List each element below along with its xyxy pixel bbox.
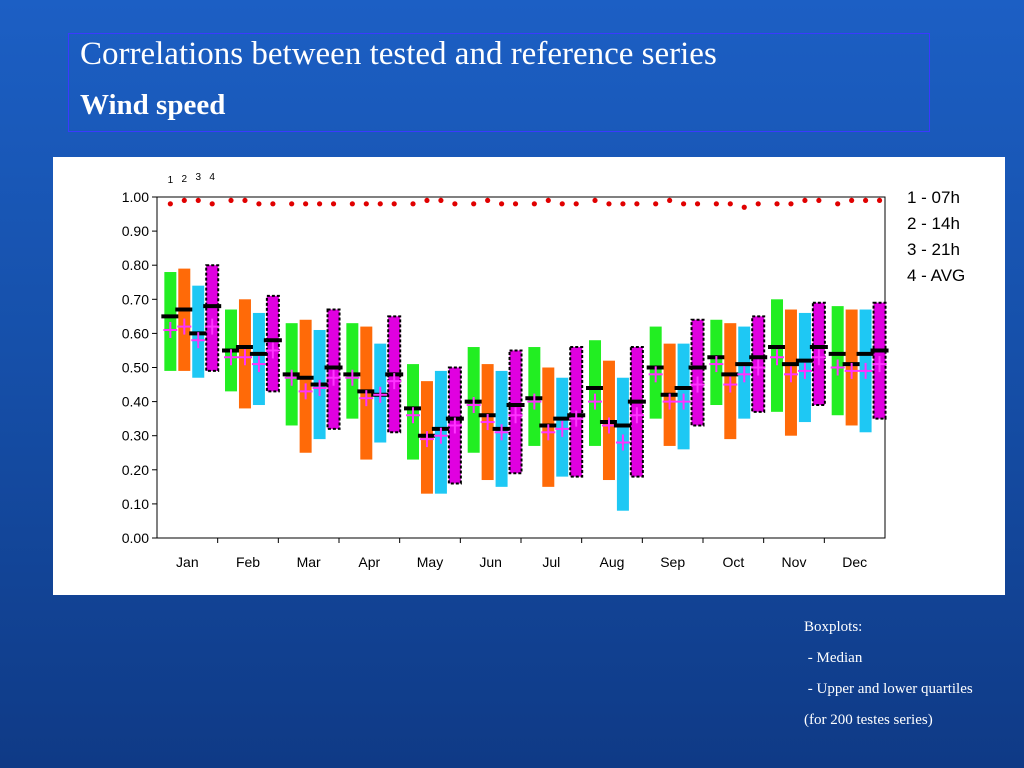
y-tick-label: 0.20 <box>122 462 149 478</box>
reference-point <box>363 201 369 207</box>
reference-point <box>876 197 883 204</box>
y-tick-label: 1.00 <box>122 189 149 205</box>
reference-point <box>680 201 687 207</box>
series-number-label: 3 <box>195 172 201 183</box>
series-number-label: 4 <box>209 172 215 183</box>
reference-point <box>653 201 659 207</box>
y-tick-label: 0.50 <box>122 360 149 376</box>
reference-point <box>209 201 215 207</box>
reference-point <box>167 201 173 207</box>
reference-point <box>485 197 491 204</box>
x-tick-label: Feb <box>236 554 260 570</box>
reference-point <box>377 201 383 207</box>
legend-entry-07h: 1 - 07h <box>907 188 960 207</box>
reference-point <box>349 201 355 207</box>
y-tick-label: 0.80 <box>122 257 149 273</box>
reference-point <box>802 197 808 204</box>
x-tick-label: Jul <box>542 554 560 570</box>
box-avg <box>690 318 705 427</box>
reference-point <box>694 201 701 207</box>
reference-point <box>471 201 477 207</box>
reference-point <box>452 201 458 207</box>
reference-point <box>391 201 397 207</box>
reference-point <box>330 201 337 207</box>
x-tick-label: Mar <box>297 554 321 570</box>
note-line: (for 200 testes series) <box>804 712 933 728</box>
box-07h <box>164 272 177 371</box>
reference-point <box>316 201 323 207</box>
x-tick-label: Nov <box>782 554 807 570</box>
x-tick-label: Dec <box>842 554 867 570</box>
reference-point <box>545 197 551 204</box>
reference-point <box>755 201 761 207</box>
reference-point <box>559 201 565 207</box>
reference-point <box>592 197 598 204</box>
slide-title: Correlations between tested and referenc… <box>80 36 717 72</box>
y-tick-label: 0.60 <box>122 325 149 341</box>
reference-point <box>667 197 673 204</box>
boxplot-notes: Boxplots: - Median - Upper and lower qua… <box>804 612 973 736</box>
y-tick-label: 0.30 <box>122 428 149 444</box>
reference-point <box>242 197 248 204</box>
slide-subtitle: Wind speed <box>80 89 226 121</box>
legend-entry-21h: 3 - 21h <box>907 240 960 259</box>
reference-point <box>512 201 519 207</box>
x-tick-label: May <box>417 554 443 570</box>
series-number-label: 1 <box>168 175 174 186</box>
reference-point <box>424 197 430 204</box>
legend: 1 - 07h 2 - 14h 3 - 21h 4 - AVG <box>907 185 965 289</box>
legend-entry-14h: 2 - 14h <box>907 214 960 233</box>
reference-point <box>816 197 822 204</box>
reference-point <box>181 197 187 204</box>
x-tick-label: Aug <box>600 554 625 570</box>
title-box: Correlations between tested and referenc… <box>68 33 930 132</box>
x-tick-label: Sep <box>660 554 685 570</box>
reference-point <box>498 201 505 207</box>
reference-point <box>741 204 747 210</box>
reference-point <box>849 197 855 204</box>
boxplot-chart: 0.00 0.10 0.20 0.30 0.40 0.50 0.60 0.70 0.80 0.90… <box>122 172 889 570</box>
reference-point <box>303 201 309 207</box>
reference-point <box>256 201 262 207</box>
reference-point <box>713 201 719 207</box>
reference-point <box>788 201 794 207</box>
reference-point <box>634 201 640 207</box>
reference-point <box>620 201 626 207</box>
reference-point <box>727 201 733 207</box>
reference-point <box>270 201 276 207</box>
y-tick-label: 0.00 <box>122 530 149 546</box>
reference-point <box>228 197 234 204</box>
reference-point <box>289 201 295 207</box>
note-line: - Median <box>804 650 863 666</box>
note-line: Boxplots: <box>804 619 863 635</box>
x-tick-label: Oct <box>722 554 744 570</box>
series-number-label: 2 <box>182 174 188 185</box>
reference-point <box>835 201 841 207</box>
reference-point <box>531 201 537 207</box>
reference-point <box>410 201 416 207</box>
x-tick-label: Jun <box>479 554 502 570</box>
legend-entry-avg: 4 - AVG <box>907 266 966 285</box>
reference-point <box>774 201 780 207</box>
reference-point <box>195 197 201 204</box>
chart-panel: 0.00 0.10 0.20 0.30 0.40 0.50 0.60 0.70 0.80 0.90… <box>53 157 1005 595</box>
reference-point <box>606 201 612 207</box>
x-tick-label: Jan <box>176 554 199 570</box>
y-tick-label: 0.70 <box>122 291 149 307</box>
reference-point <box>862 197 869 204</box>
y-tick-label: 0.90 <box>122 223 149 239</box>
x-tick-label: Apr <box>358 554 380 570</box>
box-avg <box>205 264 220 372</box>
reference-point <box>438 197 444 204</box>
reference-point <box>573 201 579 207</box>
y-tick-label: 0.10 <box>122 496 149 512</box>
y-tick-label: 0.40 <box>122 394 149 410</box>
box-07h <box>589 340 602 446</box>
note-line: - Upper and lower quartiles <box>804 681 973 697</box>
